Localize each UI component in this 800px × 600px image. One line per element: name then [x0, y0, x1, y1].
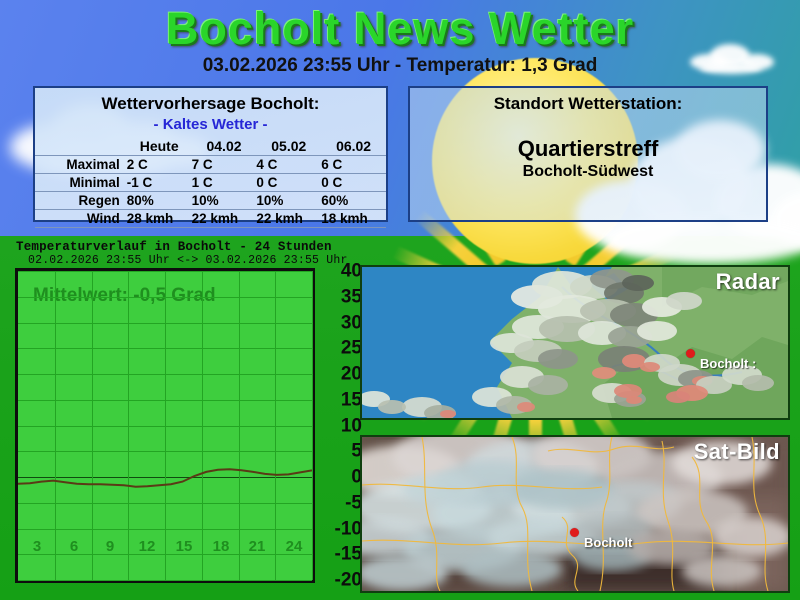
chart-y-tick-label: -20: [334, 569, 362, 591]
radar-map-panel[interactable]: Radar Bocholt :: [360, 265, 790, 420]
satellite-city-label: Bocholt: [584, 535, 633, 550]
chart-gridline-v: [239, 271, 240, 580]
chart-gridline-v: [55, 271, 56, 580]
chart-subtitle: 02.02.2026 23:55 Uhr <-> 03.02.2026 23:5…: [28, 254, 348, 267]
forecast-heading: Wettervorhersage Bocholt:: [101, 94, 320, 113]
forecast-row-label: Maximal: [66, 157, 120, 172]
chart-y-tick-label: 0: [351, 466, 362, 488]
station-heading: Standort Wetterstation:: [493, 94, 683, 113]
forecast-cell: 22 kmh: [191, 211, 239, 226]
forecast-col-header: [35, 137, 127, 156]
forecast-row-label: Minimal: [69, 175, 120, 190]
forecast-cell: 60%: [321, 193, 349, 208]
chart-mean-annotation: Mittelwert: -0,5 Grad: [33, 285, 216, 306]
chart-x-tick-label: 15: [175, 538, 193, 555]
chart-x-tick-label: 9: [105, 538, 115, 555]
radar-label: Radar: [715, 269, 780, 294]
chart-gridline-v: [202, 271, 203, 580]
chart-gridline-h: [18, 580, 312, 581]
forecast-col-header: Heute: [126, 137, 192, 156]
chart-x-tick-label: 12: [138, 538, 156, 555]
forecast-cell: 1 C: [191, 175, 213, 190]
forecast-cell: 6 C: [321, 157, 343, 172]
chart-x-tick-label: 3: [32, 538, 42, 555]
forecast-cell: 22 kmh: [256, 211, 303, 226]
forecast-cell: -1 C: [126, 175, 153, 190]
chart-y-tick-label: -15: [334, 543, 362, 565]
satellite-map-panel[interactable]: Sat-Bild Bocholt: [360, 435, 790, 593]
radar-city-marker-icon: [686, 349, 695, 358]
forecast-col-header: 06.02: [321, 137, 386, 156]
chart-y-tick-label: 40: [340, 260, 362, 282]
chart-x-tick-label: 6: [69, 538, 79, 555]
chart-y-tick-label: 5: [351, 440, 362, 462]
chart-gridline-v: [128, 271, 129, 580]
forecast-col-header: 04.02: [191, 137, 257, 156]
temperature-curve: [18, 468, 312, 488]
forecast-cell: 7 C: [191, 157, 213, 172]
station-district: Bocholt-Südwest: [522, 163, 654, 180]
satellite-map-image: [362, 437, 788, 591]
forecast-cell: 2 C: [126, 157, 148, 172]
chart-gridline-v: [92, 271, 93, 580]
forecast-col-header: 05.02: [256, 137, 322, 156]
satellite-city-marker-icon: [570, 528, 579, 537]
chart-y-tick-label: 20: [340, 363, 362, 385]
forecast-cell: 28 kmh: [126, 211, 174, 226]
chart-y-tick-label: 10: [340, 415, 362, 436]
forecast-cell: 10%: [191, 193, 219, 208]
forecast-cell: 10%: [256, 193, 284, 208]
chart-gridline-v: [312, 271, 313, 580]
station-panel: Standort Wetterstation: Quartierstreff B…: [408, 86, 768, 222]
chart-gridline-v: [275, 271, 276, 580]
chart-y-tick-label: 30: [340, 312, 362, 333]
chart-x-tick-label: 18: [212, 538, 230, 555]
chart-y-tick-label: 25: [340, 337, 362, 359]
chart-gridline-v: [165, 271, 166, 580]
table-row: Wind 28 kmh 22 kmh 22 kmh 18 kmh: [35, 210, 386, 228]
satellite-label: Sat-Bild: [693, 439, 780, 464]
table-row: Maximal 2 C 7 C 4 C 6 C: [35, 156, 386, 174]
forecast-row-label: Regen: [78, 193, 120, 208]
temperature-chart: Mittelwert: -0,5 Grad 3 6 9 12 15 18 21 24: [15, 268, 315, 583]
table-row: Minimal -1 C 1 C 0 C 0 C: [35, 174, 386, 192]
chart-y-tick-label: -5: [345, 492, 362, 514]
forecast-cell: 0 C: [321, 175, 343, 190]
header-subtitle: 03.02.2026 23:55 Uhr - Temperatur: 1,3 G…: [202, 55, 598, 76]
chart-y-axis: 40 35 30 25 20 15 10 5 0 -5 -10 -15 -20: [318, 262, 364, 590]
chart-y-tick-label: -10: [334, 518, 362, 539]
page-title: Bocholt News Wetter: [165, 3, 635, 54]
chart-x-tick-label: 21: [248, 538, 266, 555]
forecast-cell: 18 kmh: [321, 211, 368, 226]
forecast-cell: 0 C: [256, 175, 278, 190]
forecast-cell: 80%: [126, 193, 154, 208]
table-row: Regen 80% 10% 10% 60%: [35, 192, 386, 210]
forecast-summary: - Kaltes Wetter -: [153, 116, 268, 133]
forecast-table: Heute 04.02 05.02 06.02 Maximal 2 C 7 C 4 C 6 C…: [35, 137, 386, 228]
forecast-table-header: Heute 04.02 05.02 06.02: [35, 137, 386, 156]
chart-y-tick-label: 15: [340, 389, 362, 411]
forecast-cell: 4 C: [256, 157, 278, 172]
station-name: Quartierstreff: [517, 136, 659, 161]
radar-city-label: Bocholt :: [700, 356, 757, 371]
forecast-panel: Wettervorhersage Bocholt: - Kaltes Wette…: [33, 86, 388, 228]
chart-title: Temperaturverlauf in Bocholt - 24 Stunde…: [16, 240, 332, 254]
radar-map-image: [362, 267, 788, 418]
chart-y-tick-label: 35: [340, 286, 362, 308]
forecast-row-label: Wind: [86, 211, 120, 226]
chart-x-tick-label: 24: [285, 538, 303, 555]
